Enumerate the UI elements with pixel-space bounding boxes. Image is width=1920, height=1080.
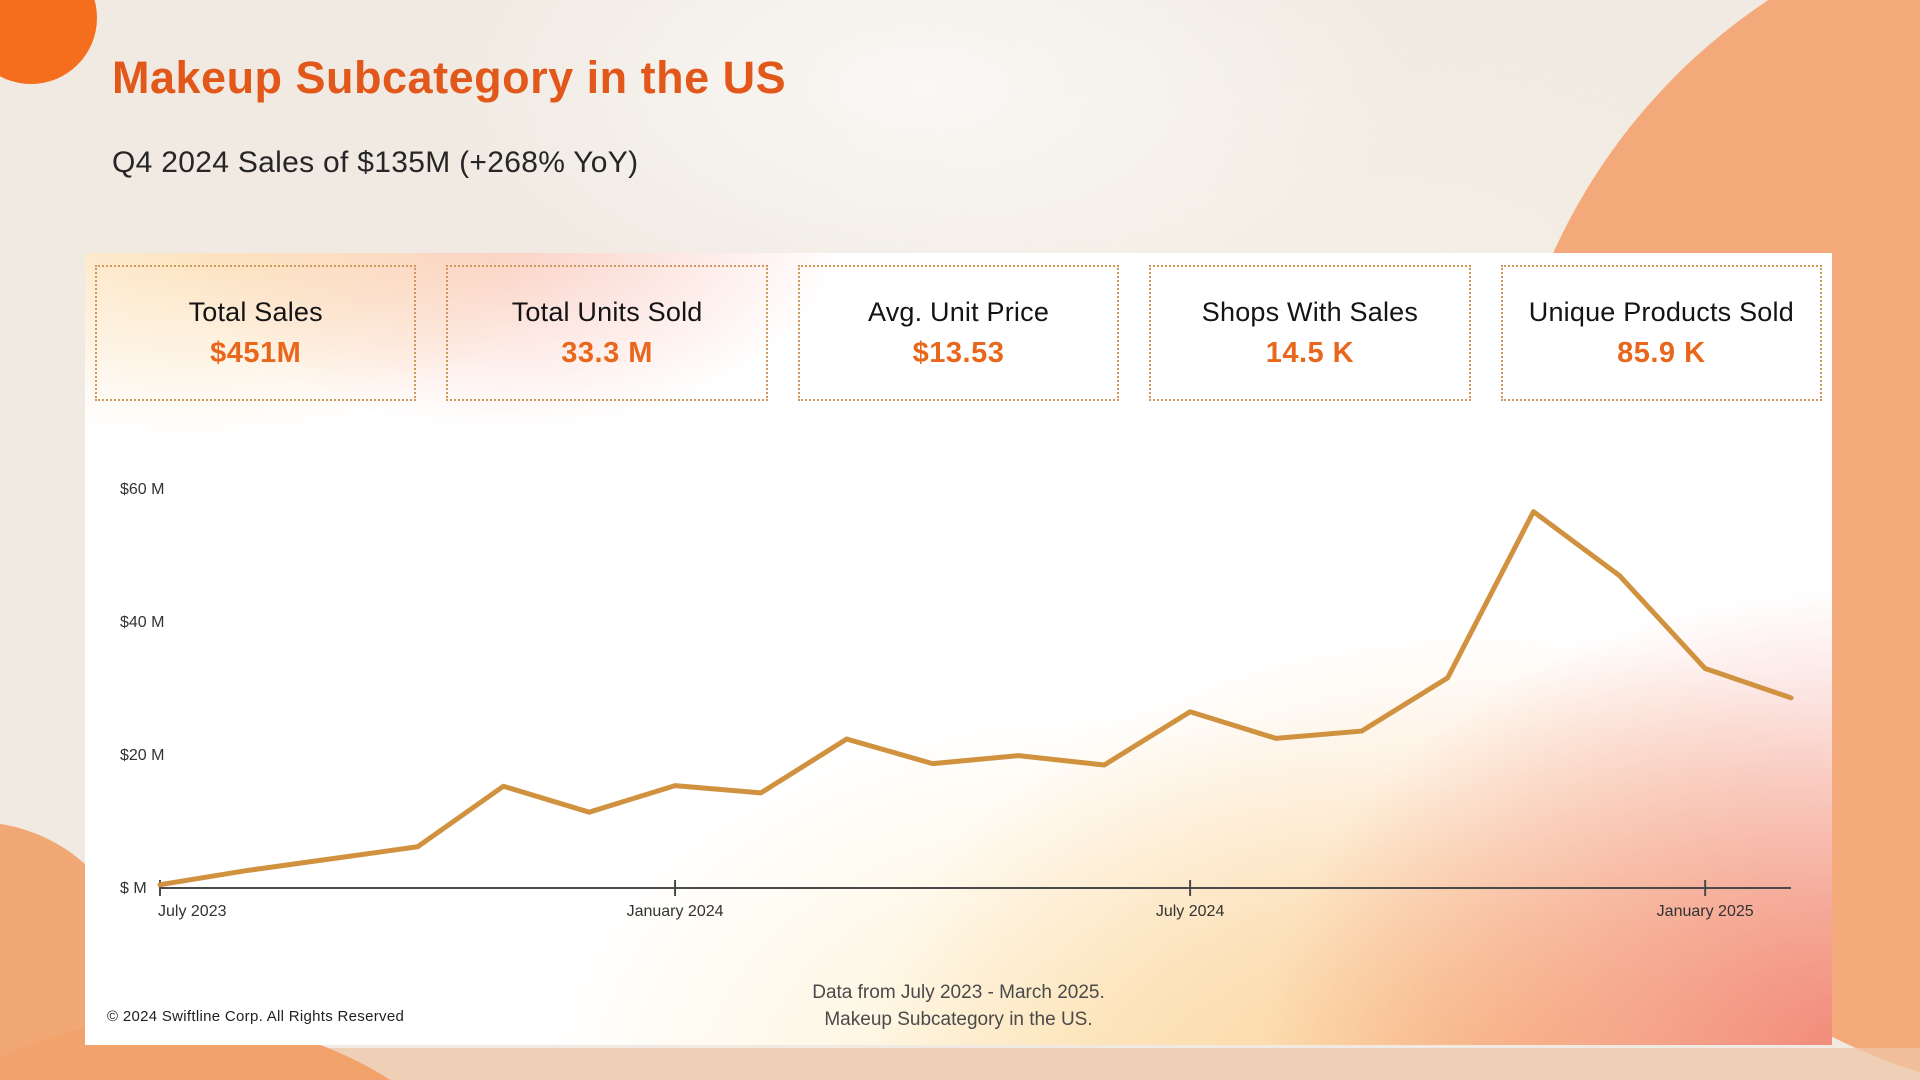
kpi-value: 33.3 M <box>561 336 653 369</box>
svg-text:January 2024: January 2024 <box>627 903 724 920</box>
svg-text:$20 M: $20 M <box>120 747 164 764</box>
kpi-value: $451M <box>210 336 302 369</box>
kpi-value: 85.9 K <box>1617 336 1706 369</box>
svg-text:July 2023: July 2023 <box>158 903 227 920</box>
svg-text:January 2025: January 2025 <box>1657 903 1754 920</box>
kpi-card-total-units-sold: Total Units Sold 33.3 M <box>446 265 768 401</box>
decorative-band-bottom <box>240 1048 1920 1080</box>
kpi-label: Shops With Sales <box>1201 296 1419 327</box>
kpi-value: 14.5 K <box>1265 336 1355 369</box>
kpi-card-total-sales: Total Sales $451M <box>95 265 417 401</box>
kpi-label: Total Units Sold <box>511 296 703 327</box>
data-source-note: Data from July 2023 - March 2025. Makeup… <box>85 979 1832 1033</box>
kpi-card-row: Total Sales $451M Total Units Sold 33.3 … <box>85 253 1832 401</box>
sales-trend-chart-area: $ M $20 M $40 M $60 M July 2023 January 2024 J… <box>85 413 1832 943</box>
data-source-note-line2: Makeup Subcategory in the US. <box>824 1009 1093 1030</box>
page-title: Makeup Subcategory in the US <box>112 52 787 103</box>
kpi-card-shops-with-sales: Shops With Sales 14.5 K <box>1149 265 1471 401</box>
header: Makeup Subcategory in the US Q4 2024 Sal… <box>112 52 786 180</box>
kpi-label: Total Sales <box>188 296 323 327</box>
svg-text:$60 M: $60 M <box>120 481 164 498</box>
copyright-text: © 2024 Swiftline Corp. All Rights Reserv… <box>107 1008 405 1025</box>
kpi-value: $13.53 <box>912 336 1005 369</box>
kpi-card-avg-unit-price: Avg. Unit Price $13.53 <box>797 265 1120 401</box>
svg-text:$40 M: $40 M <box>120 614 164 631</box>
report-panel: Total Sales $451M Total Units Sold 33.3 … <box>85 253 1832 1045</box>
svg-text:$ M: $ M <box>120 880 147 897</box>
svg-text:July 2024: July 2024 <box>1156 903 1225 920</box>
data-source-note-line1: Data from July 2023 - March 2025. <box>812 982 1105 1003</box>
kpi-card-unique-products-sold: Unique Products Sold 85.9 K <box>1500 265 1823 401</box>
kpi-label: Avg. Unit Price <box>867 296 1050 327</box>
page-subtitle: Q4 2024 Sales of $135M (+268% YoY) <box>112 146 639 179</box>
decorative-circle-top-left <box>0 0 97 84</box>
sales-line-chart: $ M $20 M $40 M $60 M July 2023 January 2024 J… <box>120 481 1794 920</box>
kpi-label: Unique Products Sold <box>1528 296 1794 327</box>
